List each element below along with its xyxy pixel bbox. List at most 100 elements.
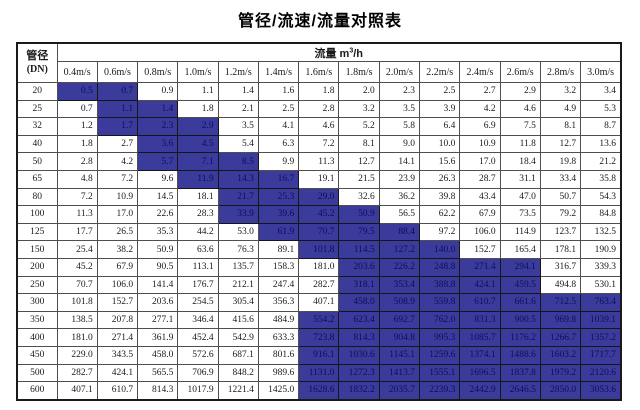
page-title: 管径/流速/流量对照表 [238,13,402,30]
velocity-header: 0.6m/s [96,61,139,83]
dn-value: 350 [16,310,58,330]
flow-value: 1017.9 [177,381,219,401]
flow-value: 1603.2 [539,345,582,365]
flow-value: 33.9 [217,205,259,224]
flow-value: 140.0 [419,240,461,259]
flow-value: 35.3 [137,222,179,242]
flow-value: 19.8 [539,152,582,171]
flow-value: 79.2 [539,205,582,224]
flow-rate-table: 管径 (DN) 流量 m3/h 0.4m/s 0.6m/s 0.8m/s 1.0m/s… [16,42,622,401]
table-row: 32 1.2 1.7 2.3 2.9 3.5 4.1 4.6 5.2 5.8 6.4 6.9 7.5 8.… [16,117,622,136]
flow-value: 50.9 [137,240,179,259]
flow-value: 1628.6 [298,381,340,401]
flow-value: 4.6 [298,117,340,136]
flow-value: 17.0 [459,152,501,171]
flow-value: 67.9 [96,257,139,277]
table-row: 25 0.7 1.1 1.4 1.8 2.1 2.5 2.8 3.2 3.5 3.9 4.2 4.6 4.… [16,99,622,119]
flow-value: 73.5 [499,205,541,224]
flow-value: 661.6 [499,293,541,312]
flow-value: 138.5 [56,310,98,330]
flow-value: 3.2 [539,82,582,101]
flow-value: 203.6 [338,257,380,277]
flow-value: 25.3 [257,187,300,207]
flow-value: 8.5 [217,152,259,171]
flow-value: 339.3 [580,257,622,277]
flow-value: 4.9 [539,99,582,119]
flow-value: 10.9 [96,187,139,207]
flow-value: 11.3 [298,152,340,171]
flow-value: 1555.1 [419,363,461,383]
flow-value: 706.9 [177,363,219,383]
flow-value: 3.4 [580,82,622,101]
flow-value: 25.4 [56,240,98,259]
flow-value: 356.3 [257,293,300,312]
flow-value: 1272.3 [338,363,380,383]
flow-value: 388.8 [419,275,461,295]
flow-value: 35.8 [580,169,622,189]
dn-value: 450 [16,345,58,365]
flow-value: 207.8 [96,310,139,330]
flow-value: 21.7 [217,187,259,207]
table-row: 150 25.4 38.2 50.9 63.6 76.3 89.1 101.8 114.5 127… [16,240,622,259]
flow-value: 1.1 [177,82,219,101]
flow-value: 5.4 [217,134,259,154]
flow-value: 12.7 [539,134,582,154]
table-row: 450 229.0 343.5 458.0 572.6 687.1 801.6 916.1 10… [16,345,622,365]
flow-value: 294.1 [499,257,541,277]
flow-value: 1266.7 [539,328,582,347]
flow-value: 16.7 [257,169,300,189]
flow-value: 101.8 [298,240,340,259]
flow-value: 1.8 [56,134,98,154]
flow-value: 141.4 [137,275,179,295]
table-row: 80 7.2 10.9 14.5 18.1 21.7 25.3 29.0 32.6 36.2 39.… [16,187,622,207]
flow-value: 114.9 [499,222,541,242]
flow-value: 176.7 [177,275,219,295]
flow-value: 458.0 [137,345,179,365]
flow-value: 459.5 [499,275,541,295]
flow-value: 1357.2 [580,328,622,347]
flow-value: 4.6 [499,99,541,119]
table-row: 200 45.2 67.9 90.5 113.1 135.7 158.3 181.0 203.6… [16,257,622,277]
flow-value: 1030.6 [338,345,380,365]
table-row: 50 2.8 4.2 5.7 7.1 8.5 9.9 11.3 12.7 14.1 15.6 17.0… [16,152,622,171]
flow-value: 801.6 [257,345,300,365]
flow-value: 3.9 [419,99,461,119]
flow-value: 63.6 [177,240,219,259]
flow-value: 31.1 [499,169,541,189]
flow-value: 4.2 [459,99,501,119]
flow-value: 45.2 [56,257,98,277]
dn-unit-label: (DN) [26,63,48,75]
flow-value: 76.3 [217,240,259,259]
flow-value: 572.6 [177,345,219,365]
flow-value: 318.1 [338,275,380,295]
table-row: 400 181.0 271.4 361.9 452.4 542.9 633.3 723.8 81… [16,328,622,347]
flow-value: 2.9 [499,82,541,101]
flow-value: 1979.2 [539,363,582,383]
flow-value: 1145.1 [378,345,421,365]
dn-label: 管径 [26,49,49,62]
flow-value: 4.8 [56,169,98,189]
velocity-header: 3.0m/s [580,61,622,83]
velocity-header: 2.0m/s [378,61,421,83]
flow-value: 21.5 [338,169,380,189]
flow-value: 343.5 [96,345,139,365]
flow-value: 1.4 [217,82,259,101]
flow-value: 28.7 [459,169,501,189]
flow-value: 484.9 [257,310,300,330]
flow-value: 5.2 [338,117,380,136]
dn-value: 125 [16,222,58,242]
flow-value: 305.4 [217,293,259,312]
flow-value: 89.1 [257,240,300,259]
dn-value: 400 [16,328,58,347]
velocity-header: 2.6m/s [499,61,541,83]
flow-value: 848.2 [217,363,259,383]
flow-value: 8.7 [580,117,622,136]
flow-value: 1.7 [96,117,139,136]
header-row-velocities: 0.4m/s 0.6m/s 0.8m/s 1.0m/s 1.2m/s 1.4m/s 1.6m… [17,61,622,83]
flow-value: 494.8 [539,275,582,295]
flow-value: 10.0 [419,134,461,154]
table-row: 40 1.8 2.7 3.6 4.5 5.4 6.3 7.2 8.1 9.0 10.0 10.9 11.… [16,134,622,154]
flow-value: 1488.6 [499,345,541,365]
flow-value: 763.4 [580,293,622,312]
flow-value: 114.5 [338,240,380,259]
